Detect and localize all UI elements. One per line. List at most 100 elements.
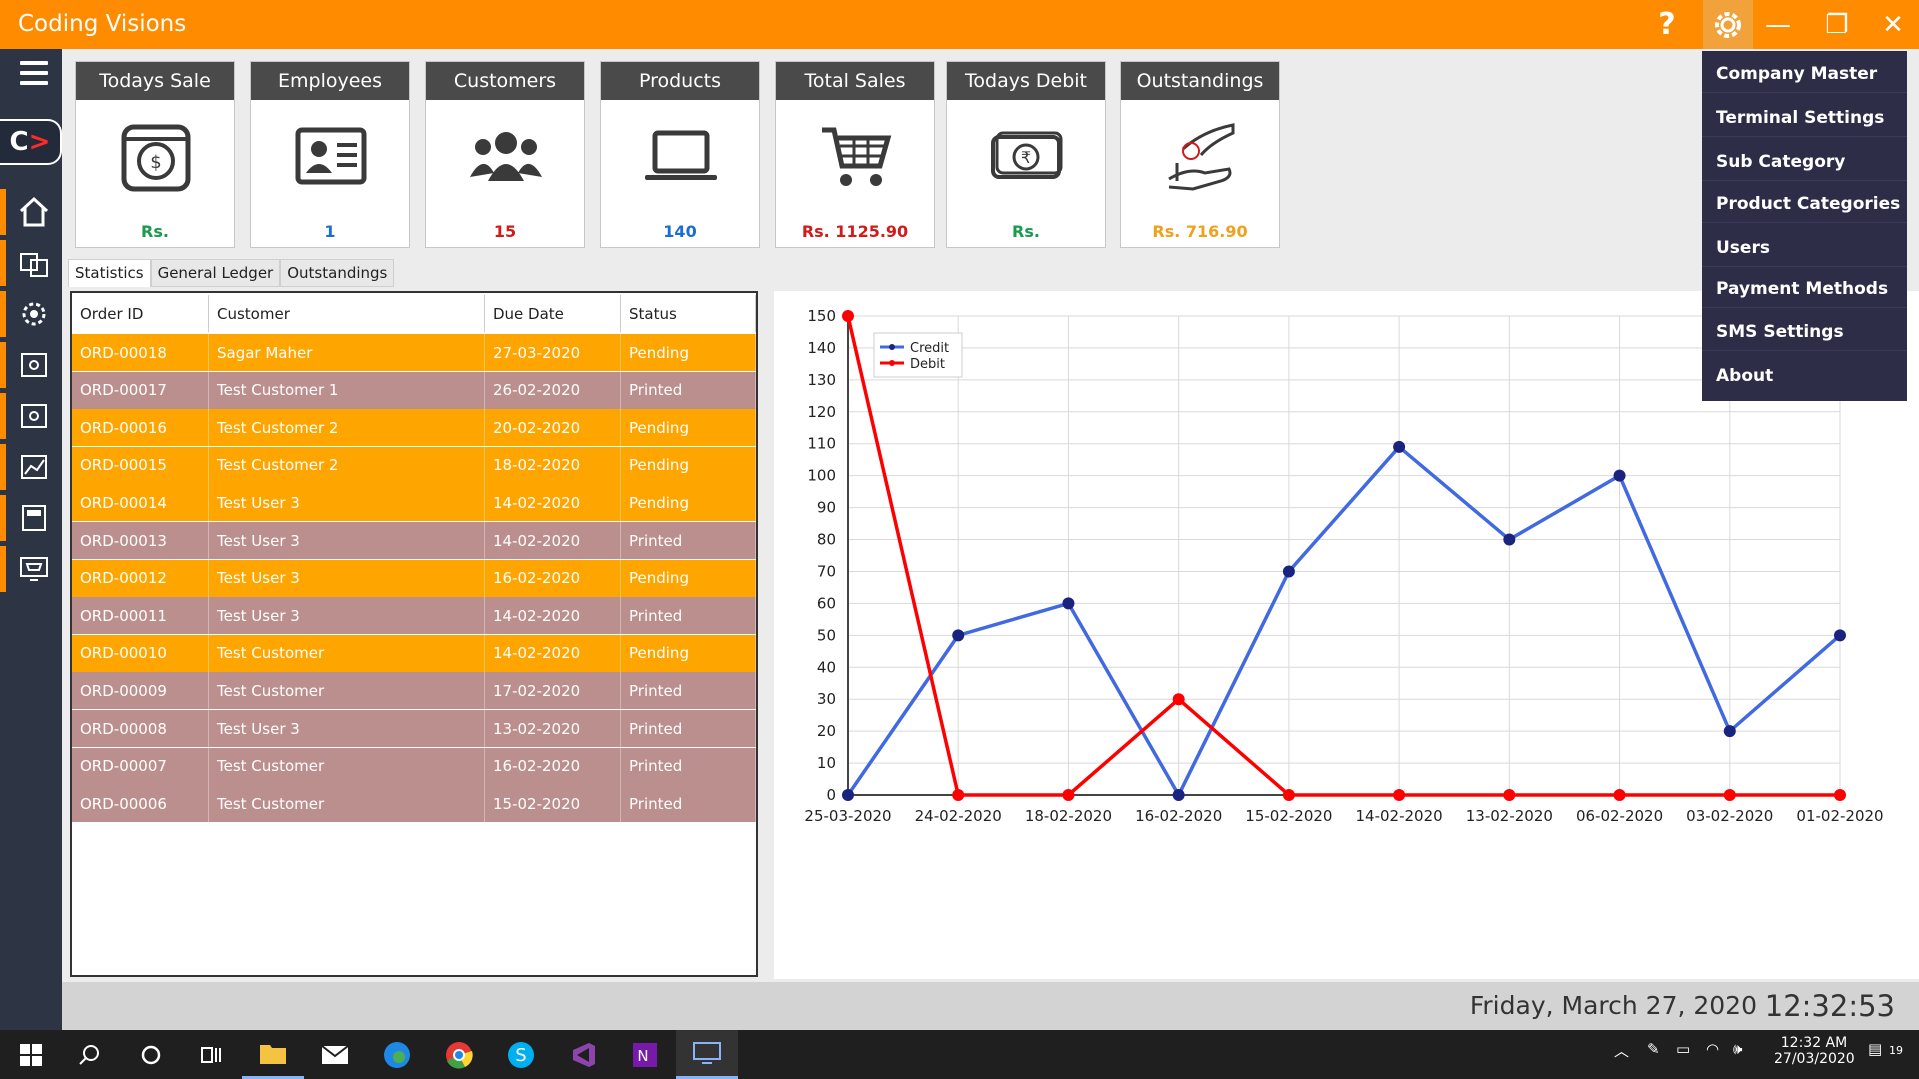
tray-chevron-icon[interactable]: ︿: [1614, 1042, 1630, 1060]
orders-table[interactable]: Order ID Customer Due Date Status ORD-00…: [70, 291, 758, 977]
card-employees[interactable]: Employees 1: [250, 61, 410, 248]
data-point-credit: [1503, 533, 1516, 546]
card-value: Rs. 1125.90: [801, 222, 909, 241]
sidebar-item-pos[interactable]: [0, 546, 62, 592]
table-row[interactable]: ORD-00011 Test User 3 14-02-2020 Printed: [72, 597, 756, 635]
table-cell: Printed: [621, 710, 756, 747]
table-row[interactable]: ORD-00014 Test User 3 14-02-2020 Pending: [72, 484, 756, 522]
card-outstandings[interactable]: Outstandings Rs. 716.90: [1120, 61, 1280, 248]
sidebar-item-reports[interactable]: [0, 342, 62, 388]
tab-statistics[interactable]: Statistics: [68, 259, 151, 287]
task-view-button[interactable]: [180, 1030, 242, 1079]
column-header-customer[interactable]: Customer: [209, 295, 485, 332]
menu-item-payment-methods[interactable]: Payment Methods: [1702, 270, 1907, 308]
mail-icon: [321, 1044, 349, 1064]
battery-icon[interactable]: ▭: [1676, 1040, 1691, 1058]
menu-item-sms-settings[interactable]: SMS Settings: [1702, 313, 1907, 351]
hamburger-menu-icon[interactable]: [20, 61, 48, 91]
taskbar-chrome[interactable]: [428, 1030, 490, 1079]
group-icon: [466, 117, 546, 197]
taskbar-visual-studio[interactable]: [552, 1030, 614, 1079]
notifications-button[interactable]: ▤ 19: [1868, 1040, 1903, 1058]
close-button[interactable]: ✕: [1882, 9, 1904, 40]
taskbar-mail[interactable]: [304, 1030, 366, 1079]
data-point-credit: [1723, 725, 1736, 738]
taskbar-file-explorer[interactable]: [242, 1030, 304, 1079]
y-tick-label: 80: [817, 531, 836, 549]
table-cell: 14-02-2020: [485, 522, 621, 559]
taskbar-edge[interactable]: [366, 1030, 428, 1079]
table-row[interactable]: ORD-00010 Test Customer 14-02-2020 Pending: [72, 634, 756, 672]
card-products[interactable]: Products 140: [600, 61, 760, 248]
line-chart: 0 10 20 30 40 50 60 70 80 90 100 110 120 130 140 150 25-…: [804, 307, 1883, 825]
table-row[interactable]: ORD-00006 Test Customer 15-02-2020 Printed: [72, 785, 756, 823]
table-row[interactable]: ORD-00013 Test User 3 14-02-2020 Printed: [72, 522, 756, 559]
table-row[interactable]: ORD-00015 Test Customer 2 18-02-2020 Pendin…: [72, 446, 756, 484]
menu-item-users[interactable]: Users: [1702, 229, 1907, 267]
sidebar-item-ledger[interactable]: [0, 393, 62, 439]
search-icon: [79, 1044, 99, 1065]
start-button[interactable]: [0, 1030, 62, 1079]
tab-strip: Statistics General Ledger Outstandings: [68, 259, 395, 287]
cortana-icon: [141, 1045, 161, 1064]
tab-general-ledger[interactable]: General Ledger: [150, 259, 281, 287]
table-cell: Printed: [621, 672, 756, 710]
data-point-credit: [1834, 629, 1846, 642]
id-card-icon: [291, 117, 371, 197]
data-point-credit: [1172, 789, 1185, 801]
menu-item-sub-category[interactable]: Sub Category: [1702, 143, 1907, 181]
card-total-sales[interactable]: Total Sales Rs. 1125.90: [775, 61, 935, 248]
x-tick-label: 13-02-2020: [1466, 807, 1553, 825]
sidebar-item-settings[interactable]: [0, 291, 62, 337]
table-row[interactable]: ORD-00016 Test Customer 2 20-02-2020 Pendin…: [72, 409, 756, 447]
table-cell: Test Customer: [209, 634, 485, 672]
table-cell: Test User 3: [209, 559, 485, 597]
tab-outstandings[interactable]: Outstandings: [280, 259, 395, 287]
taskbar-onenote[interactable]: N: [614, 1030, 676, 1079]
table-cell: ORD-00010: [72, 634, 209, 672]
minimize-button[interactable]: —: [1765, 9, 1791, 40]
column-header-due-date[interactable]: Due Date: [485, 295, 621, 332]
column-header-status[interactable]: Status: [621, 295, 756, 332]
help-button[interactable]: ?: [1658, 7, 1676, 42]
sidebar-item-stats[interactable]: [0, 444, 62, 490]
wifi-icon[interactable]: ◠: [1706, 1040, 1720, 1058]
sidebar-item-calculator[interactable]: [0, 495, 62, 541]
menu-item-terminal-settings[interactable]: Terminal Settings: [1702, 99, 1907, 137]
table-cell: Printed: [621, 522, 756, 559]
table-row[interactable]: ORD-00009 Test Customer 17-02-2020 Printed: [72, 672, 756, 710]
card-todays-debit[interactable]: Todays Debit ₹ Rs.: [946, 61, 1106, 248]
table-row[interactable]: ORD-00017 Test Customer 1 26-02-2020 Printe…: [72, 371, 756, 409]
table-row[interactable]: ORD-00018 Sagar Maher 27-03-2020 Pending: [72, 334, 756, 371]
menu-item-product-categories[interactable]: Product Categories: [1702, 185, 1907, 223]
card-title: Total Sales: [776, 62, 934, 100]
boxes-icon: [20, 253, 48, 277]
column-header-order-id[interactable]: Order ID: [72, 295, 209, 332]
menu-item-company-master[interactable]: Company Master: [1702, 55, 1907, 93]
table-row[interactable]: ORD-00007 Test Customer 16-02-2020 Printed: [72, 747, 756, 785]
card-title: Employees: [251, 62, 409, 100]
maximize-button[interactable]: ❐: [1825, 9, 1849, 40]
table-cell: Printed: [621, 371, 756, 409]
taskbar-coding-visions[interactable]: [676, 1030, 738, 1079]
search-button[interactable]: [58, 1030, 120, 1079]
card-customers[interactable]: Customers 15: [425, 61, 585, 248]
series-line-credit: [846, 444, 1842, 799]
taskbar-skype[interactable]: S: [490, 1030, 552, 1079]
x-tick-label: 03-02-2020: [1686, 807, 1773, 825]
menu-item-about[interactable]: About: [1716, 366, 1774, 386]
sidebar: C >: [0, 49, 62, 1030]
settings-button[interactable]: [1703, 0, 1753, 49]
table-cell: 18-02-2020: [485, 446, 621, 484]
sidebar-item-products[interactable]: [0, 240, 62, 286]
sidebar-item-home[interactable]: [0, 189, 62, 235]
legend-label: Credit: [910, 341, 949, 356]
table-row[interactable]: ORD-00008 Test User 3 13-02-2020 Printed: [72, 710, 756, 747]
card-value: 140: [663, 222, 697, 241]
pen-icon[interactable]: ✎: [1647, 1040, 1660, 1058]
cortana-button[interactable]: [120, 1030, 182, 1079]
table-row[interactable]: ORD-00012 Test User 3 16-02-2020 Pending: [72, 559, 756, 597]
card-todays-sale[interactable]: Todays Sale $ Rs.: [75, 61, 235, 248]
volume-icon[interactable]: 🕪: [1733, 1040, 1743, 1058]
taskbar-clock[interactable]: 12:32 AM 27/03/2020: [1774, 1035, 1855, 1067]
